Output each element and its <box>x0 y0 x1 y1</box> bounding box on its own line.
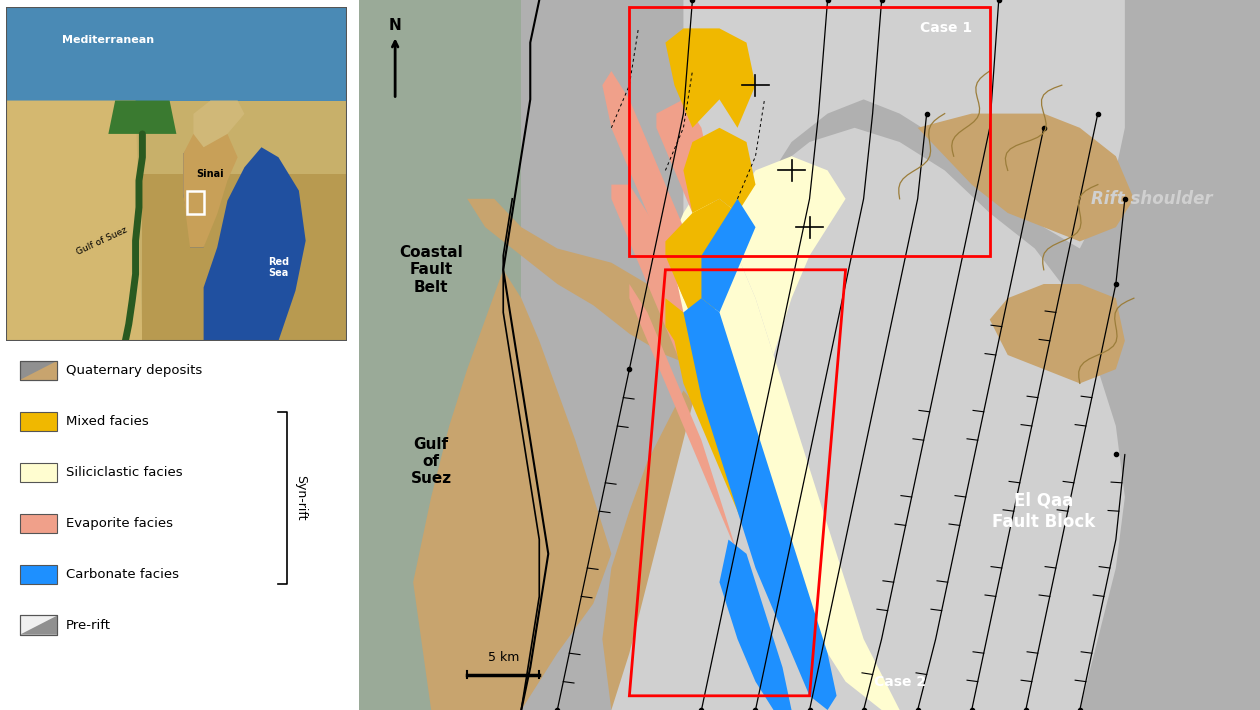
Bar <box>20 463 58 482</box>
Bar <box>20 616 58 635</box>
Text: El Qaa
Fault Block: El Qaa Fault Block <box>992 492 1095 530</box>
Polygon shape <box>467 199 719 369</box>
Polygon shape <box>990 284 1125 383</box>
Polygon shape <box>629 284 756 582</box>
Bar <box>20 616 58 635</box>
Polygon shape <box>665 298 828 667</box>
Text: Gulf
of
Suez: Gulf of Suez <box>411 437 452 486</box>
Polygon shape <box>359 0 522 710</box>
Polygon shape <box>557 128 1125 710</box>
Bar <box>6 101 347 341</box>
Text: Quaternary deposits: Quaternary deposits <box>66 364 202 377</box>
Polygon shape <box>656 185 900 710</box>
Bar <box>20 361 58 380</box>
Text: Mediterranean: Mediterranean <box>62 36 155 45</box>
Text: Evaporite facies: Evaporite facies <box>66 517 173 530</box>
Text: 5 km: 5 km <box>488 651 519 664</box>
Text: Mixed facies: Mixed facies <box>66 415 149 428</box>
Text: Gulf of Suez: Gulf of Suez <box>74 225 129 256</box>
Text: Case 2: Case 2 <box>873 674 926 689</box>
Text: Rift shoulder: Rift shoulder <box>1091 190 1212 208</box>
Polygon shape <box>719 540 791 710</box>
Text: Red
Sea: Red Sea <box>268 256 289 278</box>
Polygon shape <box>602 391 854 710</box>
Polygon shape <box>656 99 711 213</box>
Polygon shape <box>683 0 1125 369</box>
Polygon shape <box>683 298 837 710</box>
Polygon shape <box>702 199 756 312</box>
Polygon shape <box>183 141 210 247</box>
Polygon shape <box>719 156 845 355</box>
Bar <box>20 361 58 380</box>
Bar <box>186 190 204 214</box>
Text: Siliciclastic facies: Siliciclastic facies <box>66 466 183 479</box>
Polygon shape <box>602 71 702 327</box>
Bar <box>20 564 58 584</box>
Polygon shape <box>183 124 238 247</box>
Polygon shape <box>6 101 142 341</box>
Polygon shape <box>204 147 306 341</box>
Polygon shape <box>20 361 58 380</box>
Polygon shape <box>108 101 176 134</box>
Polygon shape <box>413 270 611 710</box>
Bar <box>6 7 347 101</box>
Polygon shape <box>665 199 737 341</box>
Polygon shape <box>194 101 244 147</box>
Polygon shape <box>20 616 58 635</box>
Bar <box>629 7 990 256</box>
Polygon shape <box>917 114 1134 241</box>
Text: Pre-rift: Pre-rift <box>66 618 111 632</box>
Polygon shape <box>142 174 346 341</box>
Bar <box>20 412 58 431</box>
Polygon shape <box>683 128 756 213</box>
Text: Sinai: Sinai <box>197 169 224 179</box>
Text: Syn-rift: Syn-rift <box>294 475 306 520</box>
Text: Case 1: Case 1 <box>920 21 971 36</box>
Polygon shape <box>665 28 756 128</box>
Text: Carbonate facies: Carbonate facies <box>66 567 179 581</box>
Polygon shape <box>611 185 683 369</box>
Text: N: N <box>389 18 402 33</box>
Text: Coastal
Fault
Belt: Coastal Fault Belt <box>399 245 462 295</box>
Bar <box>20 513 58 532</box>
